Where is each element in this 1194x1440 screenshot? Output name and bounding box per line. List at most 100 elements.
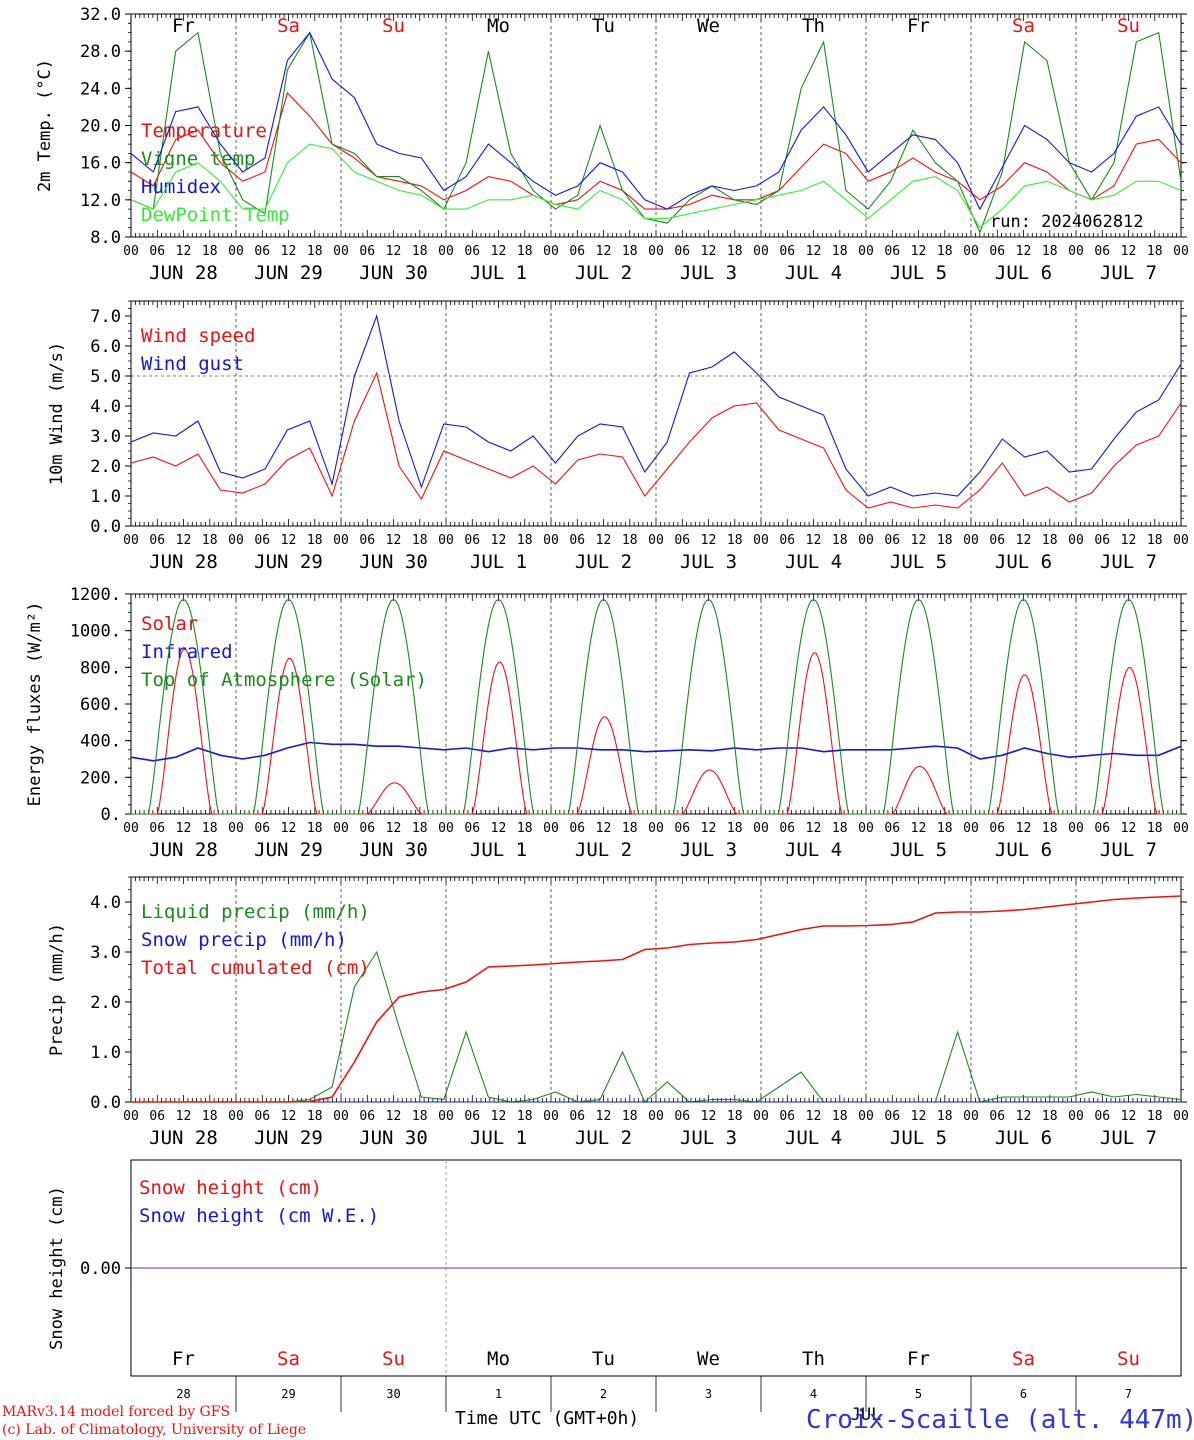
y-axis-label: Precip (mm/h) [47, 923, 67, 1056]
hour-label: 12 [491, 1109, 507, 1124]
hour-label: 12 [1016, 1109, 1032, 1124]
hour-label: 00 [123, 533, 139, 548]
panels-layer: 8.012.016.020.024.028.032.02m Temp. (°C)… [25, 5, 1189, 1425]
hour-label: 06 [674, 821, 690, 836]
y-tick-label: 6.0 [90, 337, 121, 357]
hour-label: 06 [254, 1109, 270, 1124]
hour-label: 06 [359, 533, 375, 548]
date-label: JUL 2 [575, 1127, 632, 1149]
hour-label: 06 [884, 821, 900, 836]
day-of-week-label: Sa [277, 15, 300, 37]
hour-label: 00 [753, 533, 769, 548]
hour-label: 06 [674, 1109, 690, 1124]
hour-label: 12 [701, 1109, 717, 1124]
hour-label: 18 [832, 533, 848, 548]
date-label: JUL 3 [680, 551, 737, 573]
date-label: JUL 5 [890, 1127, 947, 1149]
hour-label: 00 [123, 244, 139, 259]
hour-label: 12 [386, 1109, 402, 1124]
time-ticks [130, 594, 1182, 814]
hour-label: 18 [1042, 244, 1058, 259]
day-of-week-label: Mo [487, 15, 510, 37]
hour-label: 12 [386, 533, 402, 548]
day-of-week-label: Sa [1012, 1348, 1035, 1370]
hour-label: 18 [202, 244, 218, 259]
date-label: JUL 1 [470, 262, 527, 284]
y-tick-label: 2.0 [90, 993, 121, 1013]
hour-label: 06 [254, 821, 270, 836]
hour-label: 18 [517, 244, 533, 259]
hour-label: 00 [123, 1109, 139, 1124]
hour-label: 18 [937, 244, 953, 259]
model-credit: MARv3.14 model forced by GFS [2, 1404, 230, 1420]
legend-entry: Snow precip (mm/h) [141, 929, 347, 951]
hour-label: 06 [779, 244, 795, 259]
legend-entry: Total cumulated (cm) [141, 957, 370, 979]
series-line [130, 143, 1182, 229]
hour-label: 18 [727, 533, 743, 548]
day-of-week-label: Fr [172, 1348, 195, 1370]
hour-label: 12 [806, 821, 822, 836]
hour-label: 12 [491, 244, 507, 259]
y-tick-label: 400. [80, 732, 121, 752]
hour-label: 00 [858, 1109, 874, 1124]
series-line [130, 91, 1182, 210]
date-label: JUN 28 [149, 1127, 218, 1149]
hour-label: 12 [596, 244, 612, 259]
y-tick-label: 1000. [70, 622, 121, 642]
y-tick-label: 3.0 [90, 427, 121, 447]
hour-label: 12 [806, 1109, 822, 1124]
hour-label: 12 [1121, 533, 1137, 548]
hour-label: 18 [622, 821, 638, 836]
hour-label: 12 [1121, 244, 1137, 259]
hour-label: 06 [149, 533, 165, 548]
hour-label: 06 [569, 533, 585, 548]
date-label: JUN 29 [254, 1127, 323, 1149]
y-tick-label: 200. [80, 768, 121, 788]
hour-label: 12 [806, 533, 822, 548]
hour-label: 18 [832, 244, 848, 259]
y-tick-label: 4.0 [90, 893, 121, 913]
hour-label: 18 [727, 821, 743, 836]
hour-label: 18 [1147, 244, 1163, 259]
hour-label: 06 [464, 244, 480, 259]
hour-label: 00 [858, 821, 874, 836]
panel-3: 0. 200. 400. 600. 800. 1000. 1200. Energy fluxe… [25, 585, 1189, 861]
hour-label: 12 [491, 533, 507, 548]
hour-label: 06 [884, 1109, 900, 1124]
day-number-label: 5 [915, 1387, 922, 1401]
hour-label: 00 [1173, 1109, 1189, 1124]
hour-label: 18 [202, 821, 218, 836]
hour-label: 18 [307, 1109, 323, 1124]
month-label: JUL [851, 1405, 882, 1425]
station-name: Croix-Scaille (alt. 447m) [806, 1405, 1194, 1435]
hour-label: 12 [281, 244, 297, 259]
date-label: JUN 28 [149, 839, 218, 861]
date-label: JUL 1 [470, 1127, 527, 1149]
date-label: JUL 1 [470, 551, 527, 573]
day-number-label: 2 [600, 1387, 607, 1401]
day-of-week-label: Sa [1012, 15, 1035, 37]
day-number-label: 1 [495, 1387, 502, 1401]
date-label: JUL 2 [575, 551, 632, 573]
hour-label: 06 [989, 244, 1005, 259]
hour-label: 18 [202, 1109, 218, 1124]
hour-label: 18 [622, 1109, 638, 1124]
hour-label: 18 [727, 244, 743, 259]
hour-label: 12 [176, 1109, 192, 1124]
day-number-label: 4 [810, 1387, 817, 1401]
date-label: JUL 7 [1100, 1127, 1157, 1149]
hour-label: 12 [596, 821, 612, 836]
date-label: JUN 29 [254, 262, 323, 284]
date-label: JUN 30 [359, 839, 428, 861]
hour-label: 00 [1173, 244, 1189, 259]
hour-label: 12 [701, 821, 717, 836]
date-label: JUL 3 [680, 1127, 737, 1149]
lab-credit: (c) Lab. of Climatology, University of L… [2, 1422, 306, 1438]
day-of-week-label: Su [1117, 15, 1140, 37]
y-tick-label: 24.0 [80, 79, 121, 99]
hour-label: 18 [517, 821, 533, 836]
hour-label: 18 [412, 1109, 428, 1124]
legend-entry: Wind speed [141, 325, 255, 347]
